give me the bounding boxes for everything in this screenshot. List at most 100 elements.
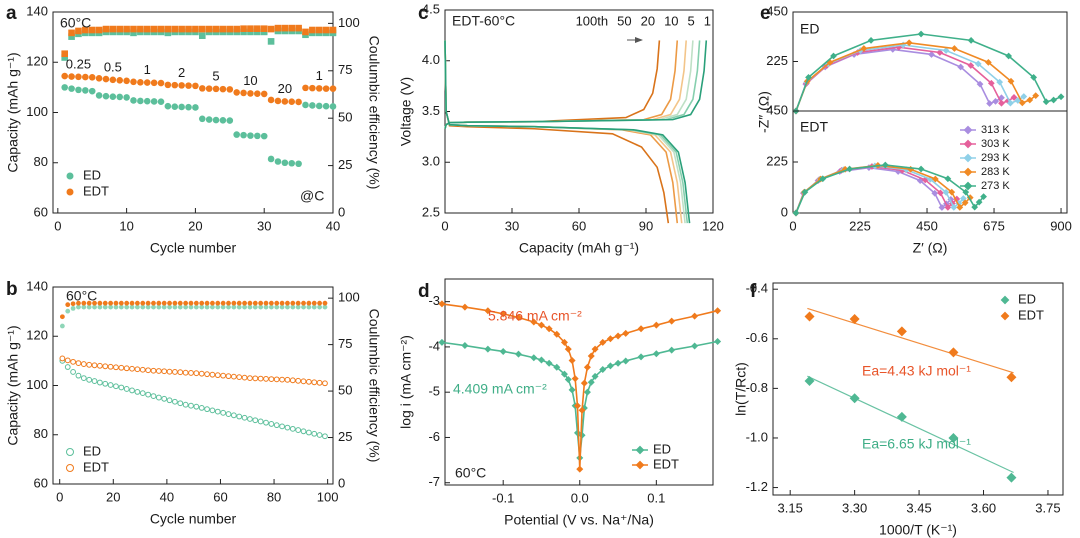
data-point [1005,52,1013,60]
y-tick-label: 450 [766,3,788,18]
data-point [240,131,247,139]
data-point [867,37,875,44]
data-point [102,25,110,33]
data-point [76,300,81,306]
rate-label: 0.5 [104,59,122,74]
subplot-label: EDT [800,119,828,135]
x-tick-label: 20 [188,218,202,233]
data-point [306,300,312,306]
y-tick-label: -6 [428,429,440,444]
annotation: 60°C [66,288,97,304]
data-point [1018,99,1026,107]
data-point [108,304,114,310]
data-point [88,26,96,34]
legend-label: 313 K [981,124,1010,136]
legend-swatch [1000,295,1010,305]
data-point [214,372,221,379]
data-point [108,300,114,306]
data-point [260,25,268,32]
annotation: Ea=6.65 kJ mol⁻¹ [862,436,971,452]
data-point [938,204,946,211]
data-point [1032,92,1040,99]
y-axis-label: ln(T/Rct) [733,362,749,416]
data-point [956,203,964,211]
data-point [1026,96,1034,104]
data-point [267,25,275,33]
y2-tick-label: 50 [338,110,352,125]
data-point [157,79,165,87]
data-point [317,300,323,306]
data-point [61,84,68,91]
data-point [193,370,200,377]
data-point [182,369,189,376]
data-point [236,413,243,420]
data-point [804,311,815,322]
curve-label: 10 [664,13,678,28]
data-point [188,402,194,409]
data-point [316,432,323,438]
data-point [279,304,285,310]
data-point [274,304,280,310]
data-point [95,75,103,82]
data-point [614,332,622,340]
data-point [311,430,318,437]
data-point [225,373,232,380]
data-point [860,45,868,52]
legend-label: 303 K [981,138,1010,150]
legend-label: EDT [653,456,679,471]
panel-letter: f [750,281,757,302]
data-point [157,98,165,105]
data-point [329,26,337,34]
data-point [230,373,237,380]
data-point [113,304,119,310]
data-point [322,26,330,34]
data-point [599,338,607,346]
data-point [957,63,965,71]
data-point [322,102,330,110]
y-axis-label: Capacity (mAh g⁻¹) [5,325,21,445]
y-tick-label: 0 [781,204,788,219]
data-point [70,305,76,311]
data-point [59,314,65,320]
data-point [172,398,178,405]
data-point [198,85,206,92]
rate-label: 1 [144,62,151,77]
data-point [113,364,119,371]
data-point [164,102,172,110]
data-point [231,304,237,310]
data-point [830,52,837,60]
data-point [295,300,301,306]
series-line [444,40,687,224]
data-point [95,26,103,34]
data-point [622,357,630,365]
data-point [65,302,71,308]
data-point [116,25,124,33]
data-point [212,116,220,124]
panel-letter: a [6,3,17,24]
data-point [305,378,312,385]
x-axis-label: 1000/T (K⁻¹) [879,522,957,538]
y-tick-label: -1.2 [746,479,768,494]
data-point [295,160,302,168]
data-point [118,364,125,371]
data-point [135,304,140,310]
data-point [268,300,274,306]
data-point [274,158,282,165]
data-point [68,73,75,80]
data-point [530,354,538,362]
data-point [75,27,82,35]
data-point [219,116,227,124]
y2-tick-label: 100 [338,290,360,305]
data-point [329,103,337,110]
data-point [161,300,167,306]
rate-label: 0.25 [66,56,91,71]
y2-tick-label: 0 [338,204,345,219]
data-point [123,25,130,33]
data-point [177,300,183,306]
data-point [178,82,185,89]
x-tick-label: 120 [702,218,724,233]
y2-tick-label: 25 [338,157,352,172]
data-point [801,188,809,196]
data-point [124,304,130,310]
data-point [254,25,261,32]
